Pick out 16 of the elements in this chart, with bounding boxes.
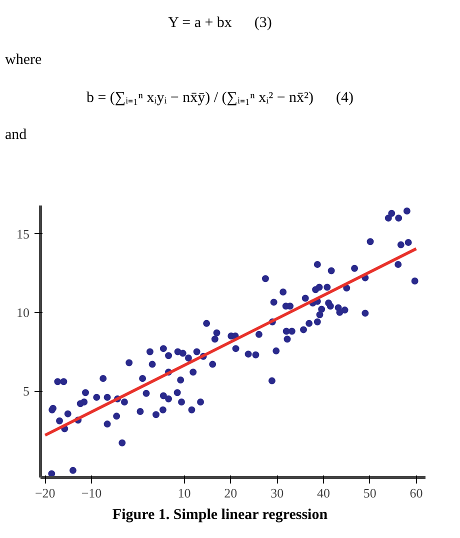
x-tick-label: 40 bbox=[316, 486, 330, 500]
x-tick-label: 10 bbox=[178, 486, 191, 500]
x-tick-label: 50 bbox=[363, 486, 376, 500]
text: where bbox=[5, 51, 43, 70]
x-tick-label: −10 bbox=[81, 486, 102, 500]
text: Y = a + bx (3) bbox=[167, 14, 273, 33]
x-tick-label: 20 bbox=[224, 486, 238, 500]
caption: Figure 1. Simple linear regression bbox=[111, 506, 329, 525]
y-tick-label: 5 bbox=[23, 384, 30, 399]
text: and bbox=[5, 126, 28, 146]
x-tick-label: −20 bbox=[34, 486, 56, 500]
y-tick-label: 15 bbox=[16, 226, 30, 242]
y-tick-label: 10 bbox=[16, 304, 30, 320]
text: b = (∑ᵢ₌₁ⁿ xᵢyᵢ − nx̄ȳ) / (∑ᵢ₌₁ⁿ xᵢ² − nx̄²) (4) bbox=[85, 88, 355, 108]
x-tick-label: 30 bbox=[270, 486, 284, 500]
x-tick-label: 60 bbox=[410, 486, 423, 500]
